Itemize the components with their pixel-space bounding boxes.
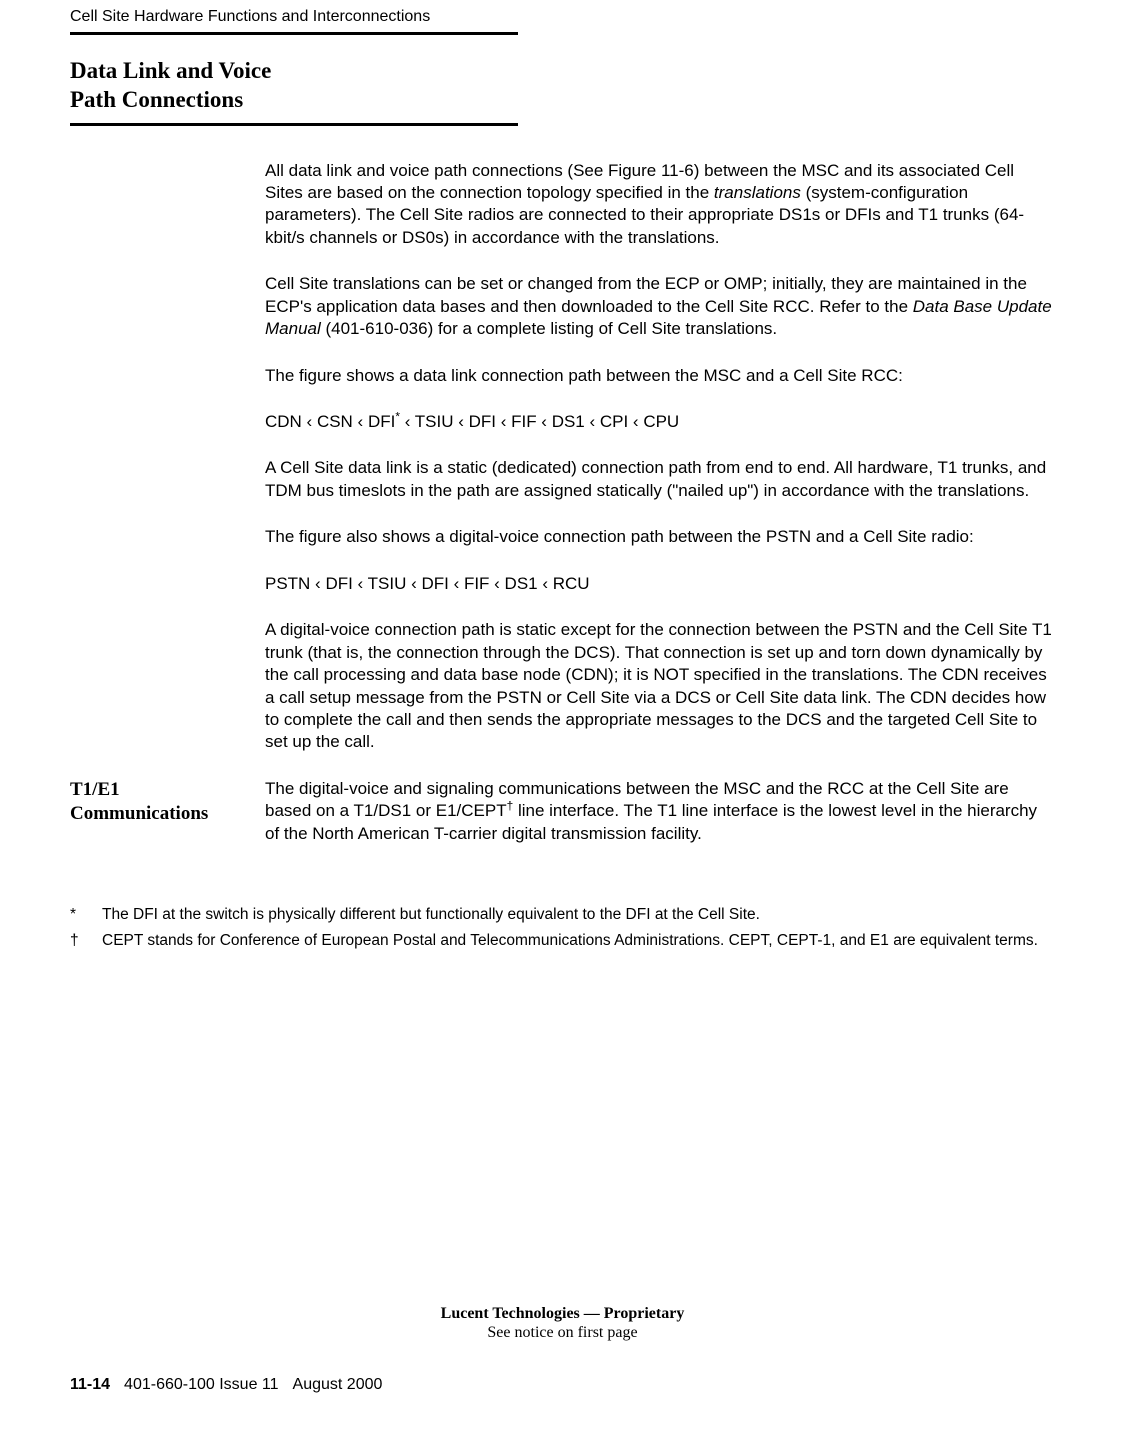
proprietary-line: Lucent Technologies — Proprietary <box>70 1305 1055 1323</box>
footnote-mark: * <box>70 905 102 925</box>
doc-id: 401-660-100 Issue 11 <box>124 1376 278 1394</box>
paragraph: The figure also shows a digital-voice co… <box>265 526 1055 548</box>
footnote-mark: † <box>70 931 102 951</box>
footnote-text: CEPT stands for Conference of European P… <box>102 931 1055 951</box>
section-rule <box>70 123 518 126</box>
proprietary-text: Lucent Technologies — Proprietary <box>441 1305 685 1322</box>
section-title-line2: Path Connections <box>70 86 1055 115</box>
body-area: All data link and voice path connections… <box>70 160 1055 846</box>
paragraph: The figure shows a data link connection … <box>265 365 1055 387</box>
section-title-block: Data Link and Voice Path Connections <box>70 57 1055 126</box>
text-col: All data link and voice path connections… <box>265 160 1055 754</box>
paragraph: Cell Site translations can be set or cha… <box>265 273 1055 340</box>
header-rule <box>70 32 518 35</box>
footnotes: * The DFI at the switch is physically di… <box>70 905 1055 951</box>
path-line: CDN ‹ CSN ‹ DFI* ‹ TSIU ‹ DFI ‹ FIF ‹ DS… <box>265 411 1055 433</box>
content-row: T1/E1 Communications The digital-voice a… <box>70 778 1055 845</box>
paragraph: A digital-voice connection path is stati… <box>265 619 1055 754</box>
text: ‹ TSIU ‹ DFI ‹ FIF ‹ DS1 ‹ CPI ‹ CPU <box>400 412 679 431</box>
page-footer: 11-14 401-660-100 Issue 11 August 2000 <box>70 1376 1055 1394</box>
page-header: Cell Site Hardware Functions and Interco… <box>70 0 1055 35</box>
paragraph: All data link and voice path connections… <box>265 160 1055 250</box>
side-heading-line2: Communications <box>70 802 245 826</box>
side-heading-line1: T1/E1 <box>70 778 245 802</box>
text: CDN ‹ CSN ‹ DFI <box>265 412 395 431</box>
footer-block: Lucent Technologies — Proprietary See no… <box>70 1305 1055 1394</box>
side-col: T1/E1 Communications <box>70 778 265 826</box>
text-italic: translations <box>714 183 801 202</box>
doc-date: August 2000 <box>293 1376 383 1394</box>
content-row: All data link and voice path connections… <box>70 160 1055 754</box>
proprietary-sub: See notice on first page <box>70 1324 1055 1342</box>
text: (401-610-036) for a complete listing of … <box>321 319 777 338</box>
page-number: 11-14 <box>70 1376 110 1394</box>
path-line: PSTN ‹ DFI ‹ TSIU ‹ DFI ‹ FIF ‹ DS1 ‹ RC… <box>265 573 1055 595</box>
footnote-text: The DFI at the switch is physically diff… <box>102 905 1055 925</box>
paragraph: A Cell Site data link is a static (dedic… <box>265 457 1055 502</box>
footnote-row: † CEPT stands for Conference of European… <box>70 931 1055 951</box>
paragraph: The digital-voice and signaling communic… <box>265 778 1055 845</box>
section-title-line1: Data Link and Voice <box>70 57 1055 86</box>
text-col: The digital-voice and signaling communic… <box>265 778 1055 845</box>
footnote-row: * The DFI at the switch is physically di… <box>70 905 1055 925</box>
running-header: Cell Site Hardware Functions and Interco… <box>70 8 1055 32</box>
